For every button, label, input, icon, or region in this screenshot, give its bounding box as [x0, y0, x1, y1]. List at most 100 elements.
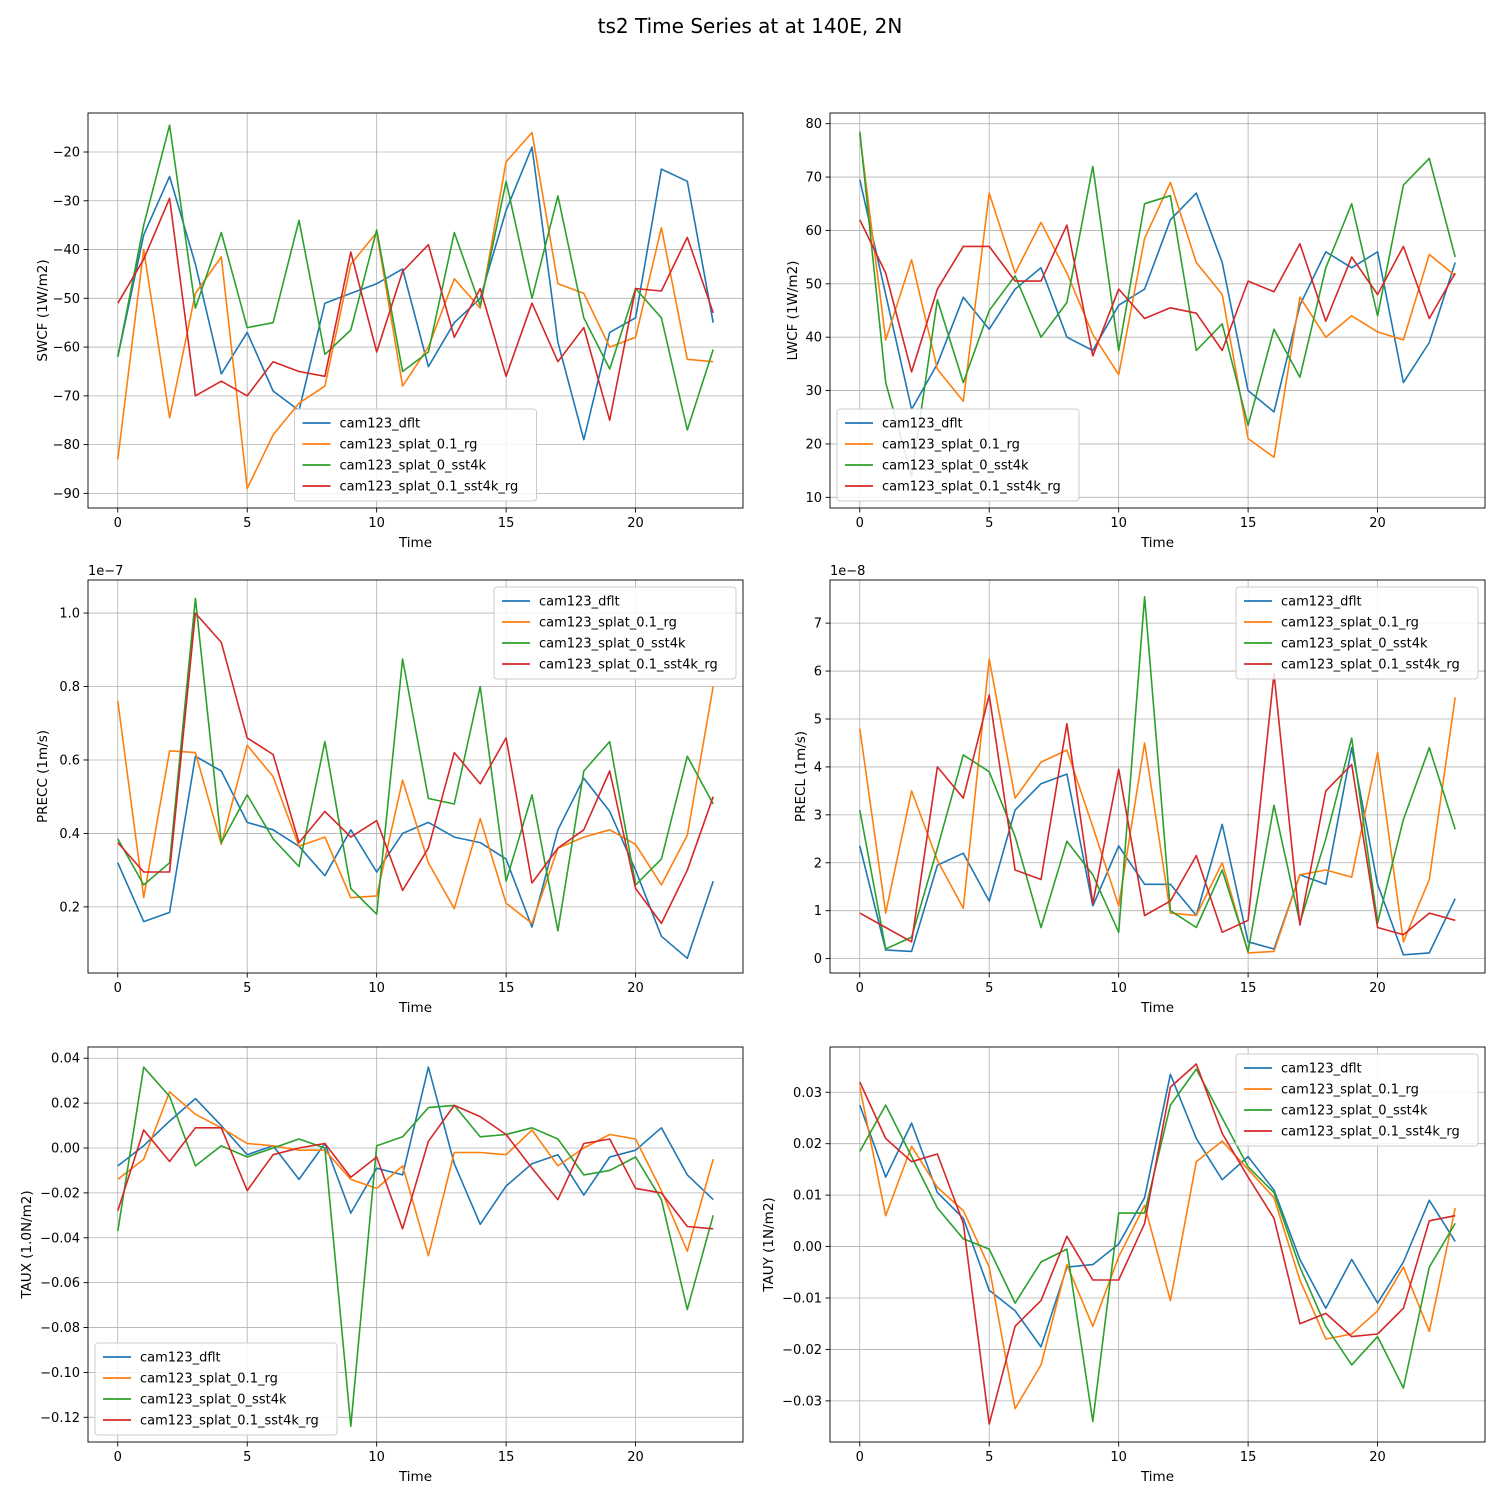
series-line-cam123_dflt — [859, 179, 1456, 413]
x-axis-label: Time — [398, 535, 432, 551]
legend-entry-label: cam123_splat_0.1_sst4k_rg — [539, 658, 718, 673]
series-line-cam123_splat_0.1_rg — [859, 658, 1456, 954]
y-tick-label: 3 — [814, 808, 822, 823]
legend-box — [493, 586, 737, 680]
y-tick-label: −0.04 — [40, 1231, 80, 1246]
series-line-cam123_splat_0.1_rg — [117, 131, 714, 490]
legend-entry-label: cam123_splat_0.1_rg — [140, 1372, 278, 1387]
y-tick-label: −0.10 — [40, 1366, 80, 1381]
y-tick-label: 10 — [805, 491, 822, 506]
x-tick-label: 20 — [1369, 1450, 1386, 1465]
y-tick-label: 70 — [805, 171, 822, 186]
x-tick-label: 20 — [627, 1450, 644, 1465]
legend-entry-label: cam123_dflt — [1281, 1062, 1362, 1077]
y-tick-label: 20 — [805, 437, 822, 452]
y-axis-exponent: 1e−8 — [830, 564, 865, 579]
y-tick-label: 0.01 — [793, 1189, 822, 1204]
x-tick-label: 5 — [985, 1450, 993, 1465]
series-line-cam123_splat_0.1_sst4k_rg — [859, 672, 1456, 943]
series-line-cam123_dflt — [117, 146, 714, 441]
y-axis-label: TAUY (1N/m2) — [761, 1197, 777, 1292]
series-line-cam123_splat_0.1_sst4k_rg — [117, 1104, 714, 1230]
y-tick-label: 0.03 — [793, 1086, 822, 1101]
x-tick-label: 5 — [243, 1450, 251, 1465]
y-tick-label: 0.2 — [59, 900, 80, 915]
x-tick-label: 15 — [1240, 981, 1257, 996]
y-tick-label: 0.8 — [59, 680, 80, 695]
y-tick-label: 40 — [805, 331, 822, 346]
x-tick-label: 15 — [498, 1450, 515, 1465]
x-tick-label: 10 — [368, 516, 385, 531]
y-axis-label: PRECL (1m/s) — [793, 731, 809, 822]
chart-panel-3: 0 5 10 15 20 0.2 0.4 0.6 0.8 1.0 Time PRECC (1m/s) 1… — [35, 564, 744, 1016]
legend-entry-label: cam123_splat_0_sst4k — [140, 1393, 287, 1408]
y-tick-label: 5 — [814, 712, 822, 727]
series-line-cam123_splat_0.1_sst4k_rg — [859, 1063, 1456, 1425]
series-line-cam123_splat_0.1_sst4k_rg — [117, 197, 714, 422]
legend: cam123_dflt cam123_splat_0.1_rg cam123_spl… — [836, 408, 1080, 502]
chart-panel-1: 0 5 10 15 20 −90 −80 −70 −60 −50 −40 −30 −20 Time SWCF… — [35, 112, 744, 551]
x-tick-label: 0 — [114, 981, 122, 996]
legend-box — [294, 408, 537, 502]
y-axis-label: SWCF (1W/m2) — [35, 259, 51, 361]
x-axis-label: Time — [1140, 1469, 1174, 1485]
legend-entry-label: cam123_splat_0_sst4k — [539, 637, 686, 652]
legend-entry-label: cam123_splat_0.1_sst4k_rg — [340, 480, 519, 495]
y-tick-label: −90 — [53, 487, 80, 502]
y-tick-label: −50 — [53, 292, 80, 307]
series-line-cam123_splat_0.1_rg — [117, 686, 714, 925]
x-tick-label: 20 — [627, 981, 644, 996]
y-tick-label: 50 — [805, 277, 822, 292]
series-line-cam123_dflt — [117, 755, 714, 960]
plot-frame — [829, 112, 1486, 509]
y-tick-label: 0.00 — [793, 1240, 822, 1255]
y-tick-label: −0.02 — [782, 1343, 822, 1358]
x-tick-label: 15 — [1240, 1450, 1257, 1465]
legend-entry-label: cam123_splat_0_sst4k — [1281, 1104, 1428, 1119]
x-tick-label: 0 — [856, 981, 864, 996]
chart-panel-4: 0 5 10 15 20 0 1 2 3 4 5 6 7 Time PRECL (1m/s) 1e−8 cam1… — [793, 564, 1486, 1016]
y-tick-label: 0.02 — [793, 1137, 822, 1152]
y-axis-label: PRECC (1m/s) — [35, 730, 51, 823]
series-line-cam123_splat_0.1_rg — [859, 134, 1456, 459]
chart-panel-5: 0 5 10 15 20 −0.12 −0.10 −0.08 −0.06 −0.04 −0.02 0.… — [19, 1046, 744, 1485]
y-tick-label: −0.02 — [40, 1186, 80, 1201]
x-tick-label: 15 — [1240, 516, 1257, 531]
series-line-cam123_splat_0_sst4k — [117, 1066, 714, 1428]
legend: cam123_dflt cam123_splat_0.1_rg cam123_spl… — [294, 408, 537, 502]
y-tick-label: 0.04 — [51, 1052, 80, 1067]
legend-entry-label: cam123_splat_0_sst4k — [882, 459, 1029, 474]
y-tick-label: 0.4 — [59, 827, 80, 842]
y-tick-label: −40 — [53, 243, 80, 258]
x-tick-label: 5 — [985, 981, 993, 996]
x-tick-label: 15 — [498, 516, 515, 531]
x-tick-label: 10 — [1110, 981, 1127, 996]
legend-entry-label: cam123_splat_0.1_rg — [539, 616, 677, 631]
legend: cam123_dflt cam123_splat_0.1_rg cam123_spl… — [94, 1342, 338, 1436]
x-tick-label: 0 — [856, 516, 864, 531]
y-tick-label: −0.06 — [40, 1276, 80, 1291]
y-tick-label: 0.02 — [51, 1097, 80, 1112]
x-axis-label: Time — [1140, 535, 1174, 551]
legend-entry-label: cam123_splat_0_sst4k — [340, 459, 487, 474]
y-tick-label: −30 — [53, 194, 80, 209]
x-tick-label: 20 — [627, 516, 644, 531]
y-tick-label: −80 — [53, 438, 80, 453]
y-tick-label: −0.01 — [782, 1291, 822, 1306]
legend-entry-label: cam123_dflt — [340, 417, 421, 432]
legend-entry-label: cam123_splat_0.1_sst4k_rg — [140, 1414, 319, 1429]
legend: cam123_dflt cam123_splat_0.1_rg cam123_spl… — [1235, 1053, 1479, 1147]
y-tick-label: −0.12 — [40, 1411, 80, 1426]
x-tick-label: 5 — [243, 516, 251, 531]
y-tick-label: 30 — [805, 384, 822, 399]
plot-frame — [829, 1046, 1486, 1443]
figure-title: ts2 Time Series at at 140E, 2N — [597, 14, 903, 38]
series-line-cam123_splat_0_sst4k — [117, 124, 714, 431]
y-tick-label: 0.00 — [51, 1141, 80, 1156]
legend-box — [1235, 586, 1479, 680]
plot-frame — [87, 579, 744, 974]
y-axis-exponent: 1e−7 — [88, 564, 123, 579]
y-tick-label: −60 — [53, 341, 80, 356]
y-tick-label: 0.6 — [59, 753, 80, 768]
